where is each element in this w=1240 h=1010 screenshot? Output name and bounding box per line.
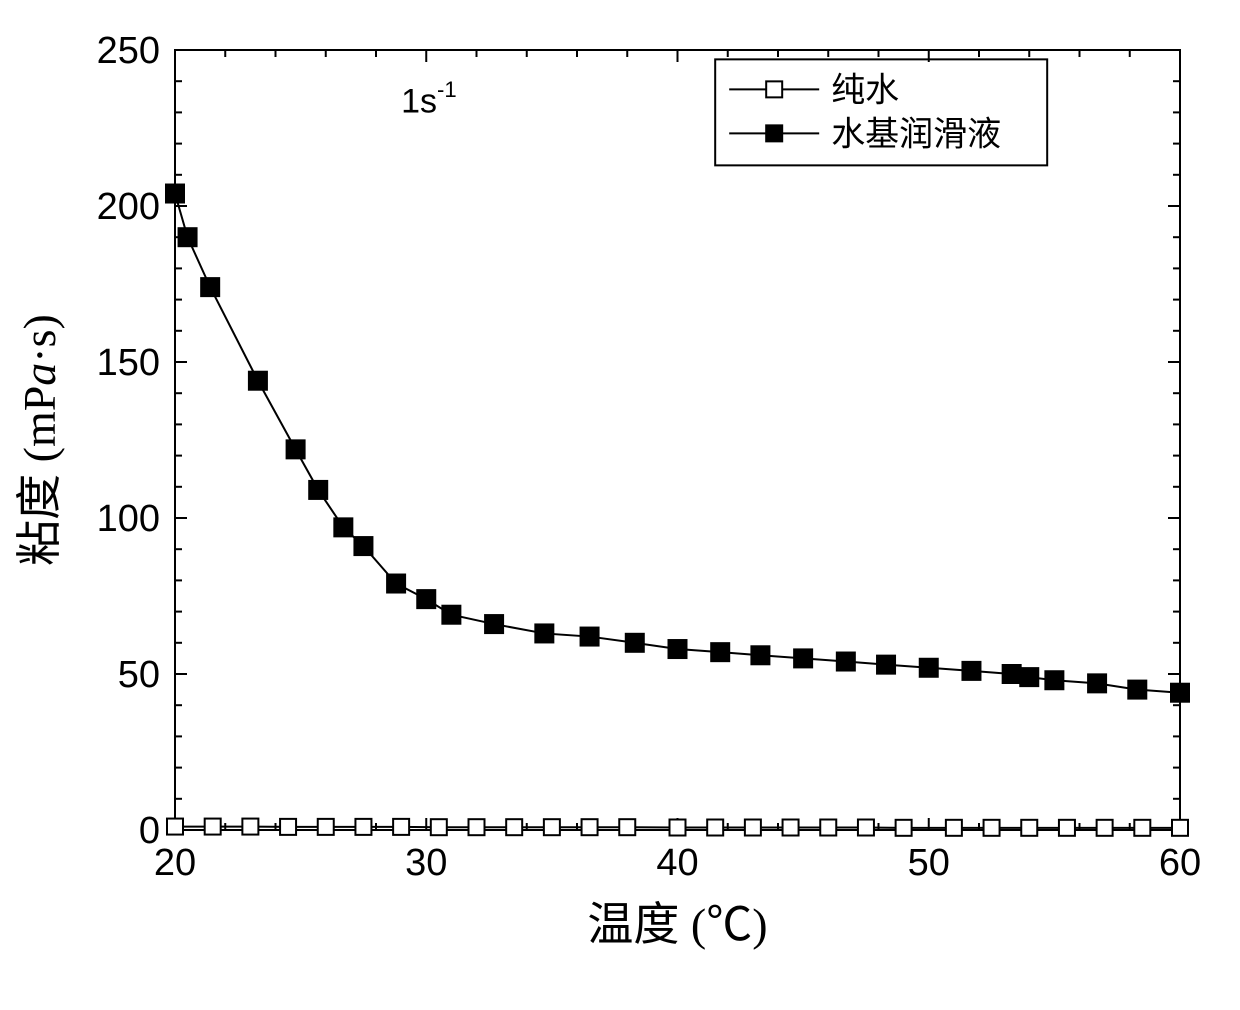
lubricant-series-marker [669,640,687,658]
water-series-marker [896,820,912,836]
water-series-marker [820,820,836,836]
lubricant-series-marker [417,590,435,608]
y-tick-label: 150 [97,342,160,384]
lubricant-series-marker [794,649,812,667]
lubricant-series-marker [1088,674,1106,692]
lubricant-series-marker [877,656,895,674]
lubricant-series-marker [485,615,503,633]
water-series-marker [242,819,258,835]
water-series-marker [619,819,635,835]
legend-marker [766,125,782,141]
water-series-marker [946,820,962,836]
lubricant-series-marker [249,372,267,390]
x-tick-label: 40 [656,842,698,884]
lubricant-series-marker [201,278,219,296]
lubricant-series-marker [309,481,327,499]
lubricant-series-marker [837,653,855,671]
water-series-marker [205,819,221,835]
x-tick-label: 60 [1159,842,1201,884]
water-series-marker [506,819,522,835]
water-series-marker [582,819,598,835]
water-series-marker [670,820,686,836]
water-series-marker [783,820,799,836]
water-series-marker [469,819,485,835]
legend-label: 纯水 [831,71,899,109]
lubricant-series-marker [920,659,938,677]
water-series-marker [1172,820,1188,836]
lubricant-series-marker [535,624,553,642]
legend-marker [766,81,782,97]
water-series-marker [1097,820,1113,836]
lubricant-series-marker [962,662,980,680]
lubricant-series-marker [179,228,197,246]
lubricant-series-marker [1003,665,1021,683]
water-series-marker [1134,820,1150,836]
y-tick-label: 250 [97,30,160,72]
lubricant-series-marker [1020,668,1038,686]
water-series-marker [707,820,723,836]
water-series-marker [280,819,296,835]
water-series-marker [858,820,874,836]
water-series-marker [431,819,447,835]
legend-label: 水基润滑液 [831,115,1001,153]
x-tick-label: 20 [154,842,196,884]
viscosity-vs-temperature-chart: 20 30 40 50 60 0 50 100 150 200 250 温度 (℃) 粘度 (mPa·s… [0,0,1240,1010]
water-series-marker [984,820,1000,836]
lubricant-series-marker [334,518,352,536]
water-series-marker [544,819,560,835]
water-series-marker [1059,820,1075,836]
lubricant-series-marker [166,185,184,203]
lubricant-series-marker [751,646,769,664]
y-tick-label: 100 [97,498,160,540]
y-tick-label: 0 [139,810,160,852]
x-tick-label: 50 [908,842,950,884]
lubricant-series-marker [287,440,305,458]
water-series-marker [393,819,409,835]
lubricant-series-marker [354,537,372,555]
water-series-marker [355,819,371,835]
water-series-marker [167,819,183,835]
water-series-marker [318,819,334,835]
lubricant-series-marker [626,634,644,652]
y-axis-title: 粘度 (mPa·s) [14,314,65,566]
lubricant-series-marker [1171,684,1189,702]
lubricant-series-marker [581,628,599,646]
y-tick-label: 200 [97,186,160,228]
lubricant-series-marker [1128,681,1146,699]
lubricant-series-marker [442,606,460,624]
lubricant-series-marker [1045,671,1063,689]
water-series-marker [745,820,761,836]
x-tick-label: 30 [405,842,447,884]
x-axis-title: 温度 (℃) [587,899,767,950]
water-series-marker [1021,820,1037,836]
y-tick-label: 50 [118,654,160,696]
lubricant-series-marker [711,643,729,661]
lubricant-series-marker [387,575,405,593]
